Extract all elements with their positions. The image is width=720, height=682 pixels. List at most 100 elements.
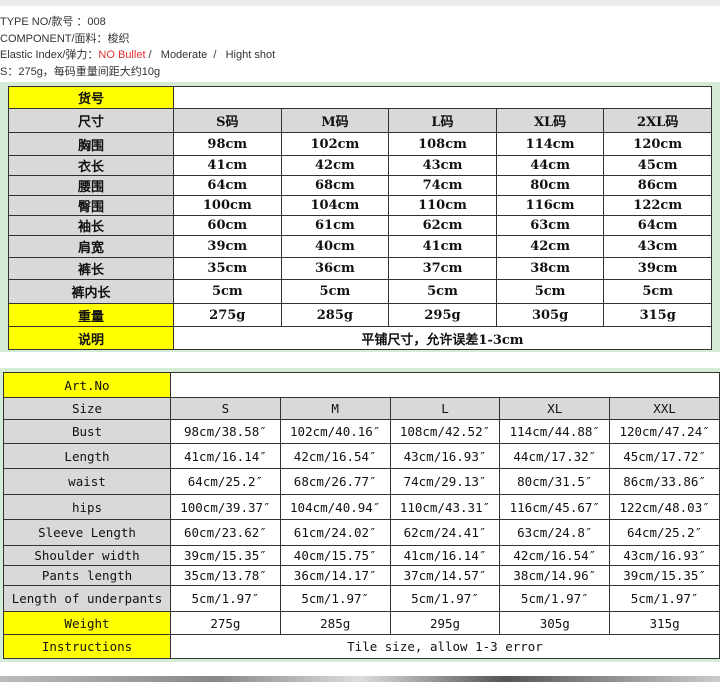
row-label: Length	[3, 443, 171, 469]
weight-cell: 275g	[173, 303, 282, 327]
measurement-cell: 114cm	[495, 132, 605, 156]
size-label: 尺寸	[8, 108, 174, 133]
table-row: Length of underpants 5cm/1.97″ 5cm/1.97″ 5c…	[3, 585, 720, 612]
measurement-cell: 43cm/16.93″	[609, 545, 720, 566]
measurement-cell: 108cm/42.52″	[389, 419, 501, 444]
measurement-cell: 74cm	[388, 175, 497, 196]
size-table-en: Art.No Size S M L XL XXL Bust 98cm/38.58″ 102cm/4…	[3, 372, 720, 659]
weight-row: Weight 275g 285g 295g 305g 315g	[3, 611, 720, 635]
size-header-row: 尺寸 S码 M码 L码 XL码 2XL码	[8, 108, 712, 133]
table-row: Pants length 35cm/13.78″ 36cm/14.17″ 37cm/1…	[3, 565, 720, 586]
measurement-cell: 98cm/38.58″	[170, 419, 281, 444]
weight-label: 重量	[8, 303, 174, 327]
measurement-cell: 41cm/16.14″	[170, 443, 281, 469]
measurement-cell: 98cm	[173, 132, 282, 156]
measurement-cell: 45cm	[603, 155, 712, 176]
product-photo-strip	[0, 676, 720, 682]
size-header: XL	[499, 397, 611, 420]
measurement-cell: 38cm/14.96″	[499, 565, 611, 586]
measurement-cell: 36cm/14.17″	[279, 565, 391, 586]
size-header: XXL	[609, 397, 720, 420]
measurement-cell: 44cm/17.32″	[499, 443, 611, 469]
measurement-cell: 5cm	[603, 279, 712, 304]
weight-cell: 295g	[389, 611, 501, 635]
measurement-cell: 114cm/44.88″	[499, 419, 611, 444]
measurement-cell: 42cm	[495, 235, 605, 258]
table-row: 腰围 64cm 68cm 74cm 80cm 86cm	[8, 175, 712, 196]
weight-cell: 285g	[279, 611, 391, 635]
measurement-cell: 42cm/16.54″	[499, 545, 611, 566]
art-no-value	[173, 86, 712, 109]
measurement-cell: 86cm/33.86″	[609, 468, 720, 495]
type-no: TYPE NO/款号 ：008	[0, 16, 106, 28]
measurement-cell: 36cm	[280, 257, 390, 280]
table-row: 胸围 98cm 102cm 108cm 114cm 120cm	[8, 132, 712, 156]
measurement-cell: 39cm	[173, 235, 282, 258]
measurement-cell: 100cm/39.37″	[170, 494, 281, 520]
measurement-cell: 41cm	[388, 235, 497, 258]
art-no-label: Art.No	[3, 372, 171, 398]
measurement-cell: 64cm/25.2″	[170, 468, 281, 495]
weight-cell: 315g	[609, 611, 720, 635]
instructions-text: 平铺尺寸，允许误差1-3cm	[173, 326, 712, 350]
measurement-cell: 39cm	[603, 257, 712, 280]
measurement-cell: 35cm/13.78″	[170, 565, 281, 586]
weight-cell: 285g	[280, 303, 390, 327]
measurement-cell: 5cm/1.97″	[279, 585, 391, 612]
measurement-cell: 120cm/47.24″	[609, 419, 720, 444]
art-no-row: 货号	[8, 86, 712, 109]
instructions-label: 说明	[8, 326, 174, 350]
measurement-cell: 35cm	[173, 257, 282, 280]
weight-cell: 305g	[499, 611, 611, 635]
measurement-cell: 104cm/40.94″	[279, 494, 391, 520]
measurement-cell: 100cm	[173, 195, 282, 216]
row-label: Bust	[3, 419, 171, 444]
measurement-cell: 37cm	[388, 257, 497, 280]
row-label: Shoulder width	[3, 545, 171, 566]
measurement-cell: 5cm/1.97″	[499, 585, 611, 612]
table-row: Sleeve Length 60cm/23.62″ 61cm/24.02″ 62cm/…	[3, 519, 720, 546]
measurement-cell: 41cm	[173, 155, 282, 176]
product-info: TYPE NO/款号 ：008 COMPONENT/面料：梭织 Elastic …	[0, 14, 275, 80]
weight-note: S：275g，每码重量间距大约10g	[0, 65, 161, 78]
size-header: S码	[173, 108, 282, 133]
component: COMPONENT/面料：梭织	[0, 32, 130, 45]
row-label: 裤内长	[8, 279, 174, 304]
measurement-cell: 5cm	[280, 279, 390, 304]
measurement-cell: 5cm	[388, 279, 497, 304]
row-label: 裤长	[8, 257, 174, 280]
row-label: 胸围	[8, 132, 174, 156]
measurement-cell: 40cm/15.75″	[279, 545, 391, 566]
measurement-cell: 43cm	[388, 155, 497, 176]
measurement-cell: 80cm/31.5″	[499, 468, 611, 495]
measurement-cell: 5cm/1.97″	[389, 585, 501, 612]
measurement-cell: 39cm/15.35″	[170, 545, 281, 566]
weight-cell: 275g	[170, 611, 281, 635]
elastic-index: Elastic Index/弹力：NO Bullet / Moderate / …	[0, 49, 276, 61]
measurement-cell: 60cm/23.62″	[170, 519, 281, 546]
table-row: hips 100cm/39.37″ 104cm/40.94″ 110cm/43.31″…	[3, 494, 720, 520]
size-header: L码	[388, 108, 497, 133]
table-row: 裤长 35cm 36cm 37cm 38cm 39cm	[8, 257, 712, 280]
size-header: XL码	[495, 108, 605, 133]
measurement-cell: 108cm	[388, 132, 497, 156]
size-label: Size	[3, 397, 171, 420]
measurement-cell: 74cm/29.13″	[389, 468, 501, 495]
measurement-cell: 104cm	[280, 195, 390, 216]
measurement-cell: 42cm/16.54″	[279, 443, 391, 469]
table-row: Length 41cm/16.14″ 42cm/16.54″ 43cm/16.93″ 4…	[3, 443, 720, 469]
table-row: 臀围 100cm 104cm 110cm 116cm 122cm	[8, 195, 712, 216]
weight-label: Weight	[3, 611, 171, 635]
table-row: Bust 98cm/38.58″ 102cm/40.16″ 108cm/42.52″ 1…	[3, 419, 720, 444]
row-label: Pants length	[3, 565, 171, 586]
row-label: 衣长	[8, 155, 174, 176]
measurement-cell: 61cm	[280, 215, 390, 236]
measurement-cell: 63cm/24.8″	[499, 519, 611, 546]
measurement-cell: 37cm/14.57″	[389, 565, 501, 586]
measurement-cell: 102cm/40.16″	[279, 419, 391, 444]
instructions-label: Instructions	[3, 634, 171, 659]
size-table-cn: 货号 尺寸 S码 M码 L码 XL码 2XL码 胸围 98cm 102cm 108cm 114cm 12…	[8, 86, 712, 350]
size-header: 2XL码	[603, 108, 712, 133]
measurement-cell: 61cm/24.02″	[279, 519, 391, 546]
table-row: 衣长 41cm 42cm 43cm 44cm 45cm	[8, 155, 712, 176]
